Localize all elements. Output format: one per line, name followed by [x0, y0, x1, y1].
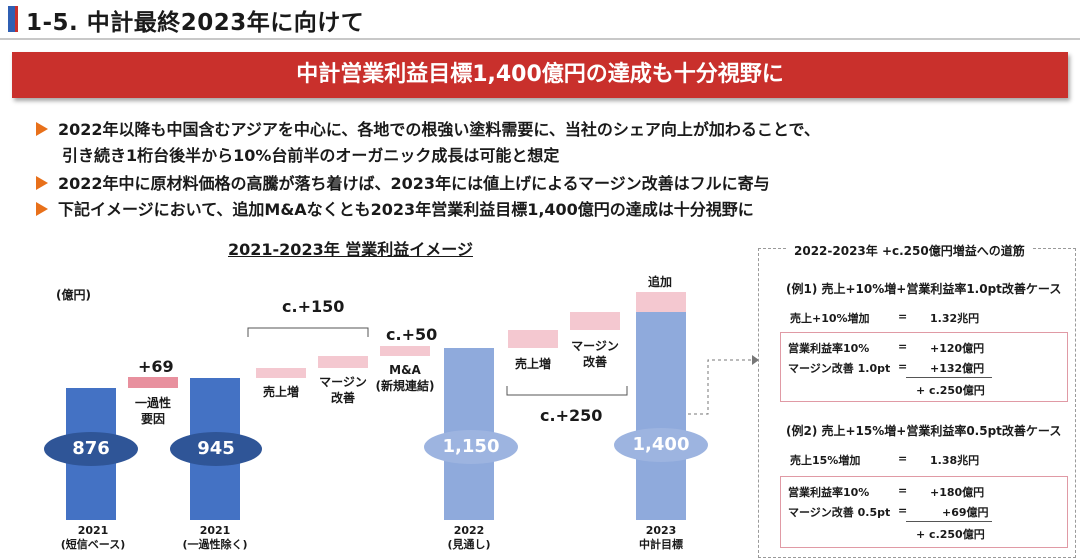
sales-up-label-2022: 売上増: [262, 385, 299, 399]
margin-label-2022: マージン 改善: [319, 375, 367, 405]
increase-c250: c.+250: [540, 406, 603, 425]
case1-total: + c.250億円: [916, 384, 985, 397]
case1-box: [780, 332, 1068, 402]
bar-one-time: [128, 377, 178, 388]
bullet-1: 2022年以降も中国含むアジアを中心に、各地での根強い塗料需要に、当社のシェア向…: [36, 116, 820, 140]
x-label-2022: 2022 (見通し): [447, 524, 491, 551]
title-accent-bar: [8, 6, 15, 32]
case2-box: [780, 476, 1068, 548]
bullet-arrow-icon: [36, 122, 48, 136]
x-label-2021-adjusted: 2021 (一過性除く): [182, 524, 248, 551]
case1-sum-line: [906, 377, 992, 378]
case2-row3-label: マージン改善 0.5pt: [788, 506, 891, 519]
case1-title: (例1) 売上+10%増+営業利益率1.0pt改善ケース: [786, 282, 1062, 296]
value-2021-tanshin: 876: [44, 432, 138, 466]
case2-row1-value: 1.38兆円: [930, 454, 980, 467]
bullet-2: 2022年中に原材料価格の高騰が落ち着けば、2023年には値上げによるマージン改…: [36, 170, 770, 194]
case1-row1-label: 売上+10%増加: [790, 312, 870, 325]
case1-row1-eq: =: [898, 310, 908, 323]
case1-row3-eq: =: [898, 360, 908, 373]
title-accent-bar-red: [15, 6, 18, 32]
value-2023-target: 1,400: [614, 428, 708, 462]
bar-additional-ma: [636, 292, 686, 312]
case2-title: (例2) 売上+15%増+営業利益率0.5pt改善ケース: [786, 424, 1062, 438]
margin-label-2023: マージン 改善: [571, 339, 619, 369]
case2-row2-value: +180億円: [930, 486, 985, 499]
bracket-c250: [506, 386, 628, 396]
case1-row3-value: +132億円: [930, 362, 985, 375]
case1-row1-value: 1.32兆円: [930, 312, 980, 325]
value-2022-forecast: 1,150: [424, 430, 518, 464]
bullet-arrow-icon: [36, 176, 48, 190]
scenario-panel-title: 2022-2023年 +c.250億円増益への道筋: [788, 242, 1031, 259]
bullet-3: 下記イメージにおいて、追加M&Aなくとも2023年営業利益目標1,400億円の達…: [36, 196, 754, 220]
case2-sum-line: [906, 521, 992, 522]
ma-label: M&A (新規連結): [375, 363, 435, 393]
bullet-arrow-icon: [36, 202, 48, 216]
bar-2023-target: [636, 312, 686, 520]
case2-row1-eq: =: [898, 452, 908, 465]
case2-total: + c.250億円: [916, 528, 985, 541]
bracket-c150: [247, 327, 369, 337]
case2-row2-label: 営業利益率10%: [788, 486, 870, 499]
x-label-2021-tanshin: 2021 (短信ベース): [60, 524, 126, 551]
case2-row3-eq: =: [898, 504, 908, 517]
increase-c150: c.+150: [282, 297, 345, 316]
ma-value: c.+50: [386, 325, 438, 344]
case2-row3-value: +69億円: [942, 506, 989, 519]
chart-title: 2021-2023年 営業利益イメージ: [228, 240, 473, 259]
headline-banner: 中計営業利益目標1,400億円の達成も十分視野に: [12, 52, 1068, 98]
case1-row3-label: マージン改善 1.0pt: [788, 362, 891, 375]
value-2021-adjusted: 945: [170, 432, 262, 466]
x-label-2023: 2023 中計目標: [639, 524, 683, 551]
header-divider: [0, 38, 1080, 40]
bar-margin-2023: [570, 312, 620, 330]
bar-sales-up-2023: [508, 330, 558, 348]
bar-ma: [380, 346, 430, 356]
page-title: 1-5. 中計最終2023年に向けて: [26, 10, 365, 36]
chart-unit: (億円): [56, 288, 91, 302]
case1-row2-eq: =: [898, 340, 908, 353]
bullet-1-continued: 引き続き1桁台後半から10%台前半のオーガニック成長は可能と想定: [62, 146, 560, 165]
bar-sales-up-2022: [256, 368, 306, 378]
case1-row2-label: 営業利益率10%: [788, 342, 870, 355]
case1-row2-value: +120億円: [930, 342, 985, 355]
connector-arrow-icon: [688, 355, 759, 415]
case2-row2-eq: =: [898, 484, 908, 497]
sales-up-label-2023: 売上増: [514, 357, 551, 371]
one-time-value: +69: [138, 357, 174, 376]
case2-row1-label: 売上15%増加: [790, 454, 861, 467]
bar-margin-2022: [318, 356, 368, 368]
one-time-label: 一過性 要因: [134, 396, 171, 426]
